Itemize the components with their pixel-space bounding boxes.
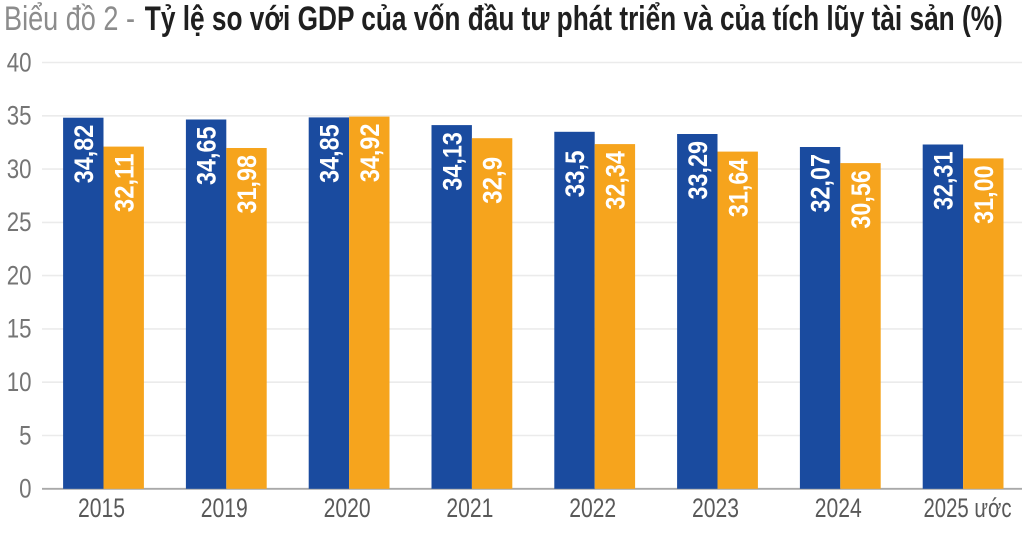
svg-text:32,31: 32,31 <box>929 152 959 211</box>
svg-text:34,92: 34,92 <box>355 124 385 183</box>
svg-text:25: 25 <box>7 207 32 237</box>
svg-text:31,00: 31,00 <box>969 165 999 224</box>
svg-text:30,56: 30,56 <box>846 170 876 229</box>
svg-text:33,5: 33,5 <box>560 151 590 198</box>
svg-text:32,34: 32,34 <box>601 151 631 210</box>
svg-text:40: 40 <box>7 47 32 77</box>
svg-text:5: 5 <box>19 420 31 450</box>
svg-text:2022: 2022 <box>569 493 616 523</box>
svg-text:Biểu đồ 2 -: Biểu đồ 2 - <box>4 0 135 38</box>
svg-text:2021: 2021 <box>446 493 493 523</box>
svg-text:30: 30 <box>7 154 32 184</box>
svg-text:2019: 2019 <box>201 493 248 523</box>
svg-text:31,98: 31,98 <box>232 155 262 214</box>
svg-text:35: 35 <box>7 101 32 131</box>
svg-text:34,13: 34,13 <box>437 132 467 191</box>
svg-text:32,07: 32,07 <box>806 154 836 213</box>
svg-text:2023: 2023 <box>692 493 739 523</box>
svg-text:10: 10 <box>7 367 32 397</box>
svg-text:33,29: 33,29 <box>683 141 713 200</box>
svg-text:15: 15 <box>7 314 32 344</box>
svg-text:2020: 2020 <box>324 493 371 523</box>
svg-text:Tỷ lệ so với GDP của vốn đầu t: Tỷ lệ so với GDP của vốn đầu tư phát tri… <box>145 0 1003 38</box>
svg-text:34,65: 34,65 <box>192 126 222 185</box>
svg-text:2024: 2024 <box>815 493 862 523</box>
svg-text:31,64: 31,64 <box>723 159 753 218</box>
svg-text:34,85: 34,85 <box>315 124 345 183</box>
svg-text:2015: 2015 <box>78 493 125 523</box>
svg-text:20: 20 <box>7 260 32 290</box>
svg-text:32,9: 32,9 <box>478 157 508 204</box>
svg-text:32,11: 32,11 <box>109 154 139 213</box>
svg-text:2025 ước: 2025 ước <box>924 493 1012 523</box>
svg-text:34,82: 34,82 <box>69 125 99 183</box>
svg-text:0: 0 <box>19 474 31 504</box>
